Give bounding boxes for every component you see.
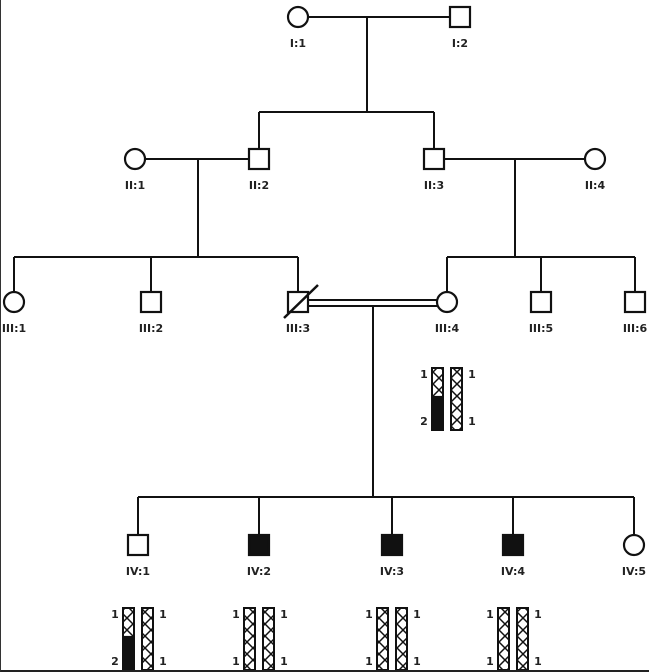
allele-label: 1: [468, 368, 476, 381]
allele-label: 1: [232, 655, 240, 668]
male-symbol: [501, 533, 525, 557]
individual-III-6: III:6: [623, 290, 648, 335]
male-symbol: [247, 147, 271, 171]
individual-IV-4: IV:4: [501, 533, 526, 578]
allele-label: 1: [486, 655, 494, 668]
individual-II-3: II:3: [422, 147, 446, 192]
chromosome-bar: [376, 607, 389, 670]
individual-II-2: II:2: [247, 147, 271, 192]
individual-label: IV:5: [622, 565, 646, 578]
risk-haplotype-segment: [432, 395, 443, 430]
chromosome-bar: [141, 607, 154, 670]
individual-I-2: I:2: [448, 5, 472, 50]
allele-label: 1: [111, 608, 119, 621]
individual-label: II:1: [125, 179, 145, 192]
male-symbol: [139, 290, 163, 314]
chromosome-bar: [395, 607, 408, 670]
chromosome-bar: [516, 607, 529, 670]
male-symbol: [448, 5, 472, 29]
female-symbol: [583, 147, 607, 171]
individual-IV-5: IV:5: [622, 533, 646, 578]
individual-III-1: III:1: [2, 290, 26, 335]
individual-II-4: II:4: [583, 147, 607, 192]
female-symbol: [123, 147, 147, 171]
individual-I-1: I:1: [286, 5, 310, 50]
allele-label: 1: [365, 608, 373, 621]
haplotype-IV-4: 1 1 1 1: [486, 607, 542, 670]
deceased-slash: [283, 284, 319, 319]
allele-label: 1: [534, 655, 542, 668]
male-symbol: [247, 533, 271, 557]
male-symbol: [623, 290, 647, 314]
individual-IV-1: IV:1: [126, 533, 150, 578]
female-symbol: [435, 290, 459, 314]
female-symbol: [2, 290, 26, 314]
individual-label: III:4: [435, 322, 460, 335]
individual-III-2: III:2: [139, 290, 163, 335]
individual-IV-2: IV:2: [247, 533, 271, 578]
individual-label: III:6: [623, 322, 648, 335]
allele-label: 1: [534, 608, 542, 621]
chromosome-bar: [497, 607, 510, 670]
allele-label: 1: [468, 415, 476, 428]
individual-label: II:2: [249, 179, 269, 192]
individual-label: III:5: [529, 322, 553, 335]
allele-label: 1: [413, 608, 421, 621]
individual-label: III:3: [286, 322, 310, 335]
individual-label: I:2: [452, 37, 468, 50]
chromosome-bar: [450, 367, 463, 431]
allele-label: 1: [365, 655, 373, 668]
haplotype-IV-2: 1 1 1 1: [232, 607, 288, 670]
individual-label: III:2: [139, 322, 163, 335]
female-symbol: [286, 5, 310, 29]
individual-III-5: III:5: [529, 290, 553, 335]
female-symbol: [622, 533, 646, 557]
connection-lines: [13, 16, 636, 535]
individual-label: IV:1: [126, 565, 150, 578]
allele-label: 1: [420, 368, 428, 381]
haplotype-IV-1: 1 2 1 1: [111, 607, 167, 670]
haplotype-IV-3: 1 1 1 1: [365, 607, 421, 670]
risk-haplotype-segment: [123, 635, 134, 670]
haplotype-III-4: 1 2 1 1: [420, 367, 476, 431]
male-symbol: [380, 533, 404, 557]
male-symbol: [529, 290, 553, 314]
individual-II-1: II:1: [123, 147, 147, 192]
allele-label: 1: [280, 655, 288, 668]
individual-label: IV:2: [247, 565, 271, 578]
male-symbol: [126, 533, 150, 557]
male-symbol: [286, 290, 310, 314]
allele-label: 1: [159, 655, 167, 668]
allele-label: 1: [159, 608, 167, 621]
chromosome-bar: [243, 607, 256, 670]
allele-label: 1: [413, 655, 421, 668]
male-symbol: [422, 147, 446, 171]
allele-label: 2: [420, 415, 428, 428]
chromosome-bar: [262, 607, 275, 670]
individual-label: II:4: [585, 179, 606, 192]
individual-IV-3: IV:3: [380, 533, 404, 578]
individual-III-4: III:4: [435, 290, 460, 335]
allele-label: 1: [280, 608, 288, 621]
allele-label: 2: [111, 655, 119, 668]
individual-label: II:3: [424, 179, 444, 192]
allele-label: 1: [486, 608, 494, 621]
individual-label: I:1: [290, 37, 306, 50]
individual-label: IV:3: [380, 565, 404, 578]
individual-label: IV:4: [501, 565, 526, 578]
individual-label: III:1: [2, 322, 26, 335]
allele-label: 1: [232, 608, 240, 621]
individual-III-3: III:3: [283, 284, 319, 335]
